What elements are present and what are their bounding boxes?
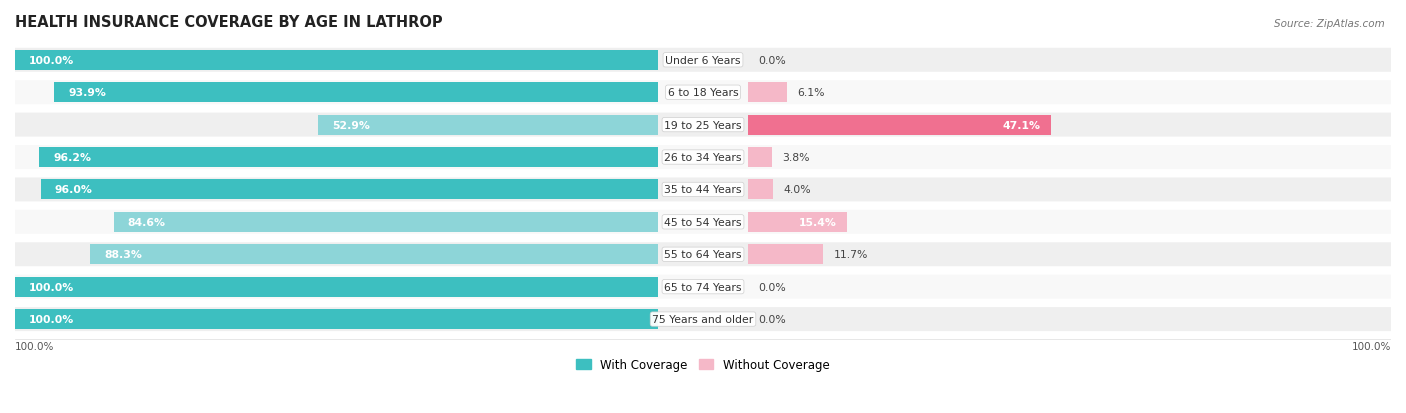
Text: Under 6 Years: Under 6 Years [665,56,741,66]
Text: 100.0%: 100.0% [28,282,75,292]
Text: 84.6%: 84.6% [128,217,166,227]
Bar [55,83,658,103]
FancyBboxPatch shape [15,210,1391,234]
FancyBboxPatch shape [15,113,1391,137]
FancyBboxPatch shape [15,307,1391,331]
FancyBboxPatch shape [15,243,1391,267]
Text: 0.0%: 0.0% [758,314,786,324]
Bar [748,244,823,265]
Bar [748,212,846,233]
Bar [15,309,658,329]
Text: 75 Years and older: 75 Years and older [652,314,754,324]
Bar [748,115,1050,135]
Bar [748,180,773,200]
Text: 47.1%: 47.1% [1002,120,1040,131]
Bar [15,277,658,297]
Text: 0.0%: 0.0% [758,282,786,292]
Bar [318,115,658,135]
Text: 93.9%: 93.9% [67,88,105,98]
Bar [41,180,658,200]
Text: 4.0%: 4.0% [783,185,811,195]
Text: 65 to 74 Years: 65 to 74 Years [664,282,742,292]
FancyBboxPatch shape [15,275,1391,299]
Bar [114,212,658,233]
Text: 19 to 25 Years: 19 to 25 Years [664,120,742,131]
Bar [90,244,658,265]
FancyBboxPatch shape [15,81,1391,105]
Text: 35 to 44 Years: 35 to 44 Years [664,185,742,195]
FancyBboxPatch shape [15,146,1391,170]
Text: 15.4%: 15.4% [799,217,837,227]
Bar [748,147,772,168]
Text: 3.8%: 3.8% [783,153,810,163]
Bar [748,83,787,103]
Text: 45 to 54 Years: 45 to 54 Years [664,217,742,227]
Legend: With Coverage, Without Coverage: With Coverage, Without Coverage [572,353,834,375]
Text: Source: ZipAtlas.com: Source: ZipAtlas.com [1274,19,1385,28]
Text: 96.0%: 96.0% [55,185,93,195]
Text: 100.0%: 100.0% [28,314,75,324]
Text: 6 to 18 Years: 6 to 18 Years [668,88,738,98]
Text: 11.7%: 11.7% [834,249,868,260]
Text: 100.0%: 100.0% [1351,341,1391,351]
FancyBboxPatch shape [15,178,1391,202]
Text: 26 to 34 Years: 26 to 34 Years [664,153,742,163]
FancyBboxPatch shape [15,49,1391,73]
Text: HEALTH INSURANCE COVERAGE BY AGE IN LATHROP: HEALTH INSURANCE COVERAGE BY AGE IN LATH… [15,15,443,30]
Text: 96.2%: 96.2% [53,153,91,163]
Text: 88.3%: 88.3% [104,249,142,260]
Text: 0.0%: 0.0% [758,56,786,66]
Text: 100.0%: 100.0% [28,56,75,66]
Text: 52.9%: 52.9% [332,120,370,131]
Text: 55 to 64 Years: 55 to 64 Years [664,249,742,260]
Text: 6.1%: 6.1% [797,88,825,98]
Bar [39,147,658,168]
Text: 100.0%: 100.0% [15,341,55,351]
Bar [15,51,658,71]
